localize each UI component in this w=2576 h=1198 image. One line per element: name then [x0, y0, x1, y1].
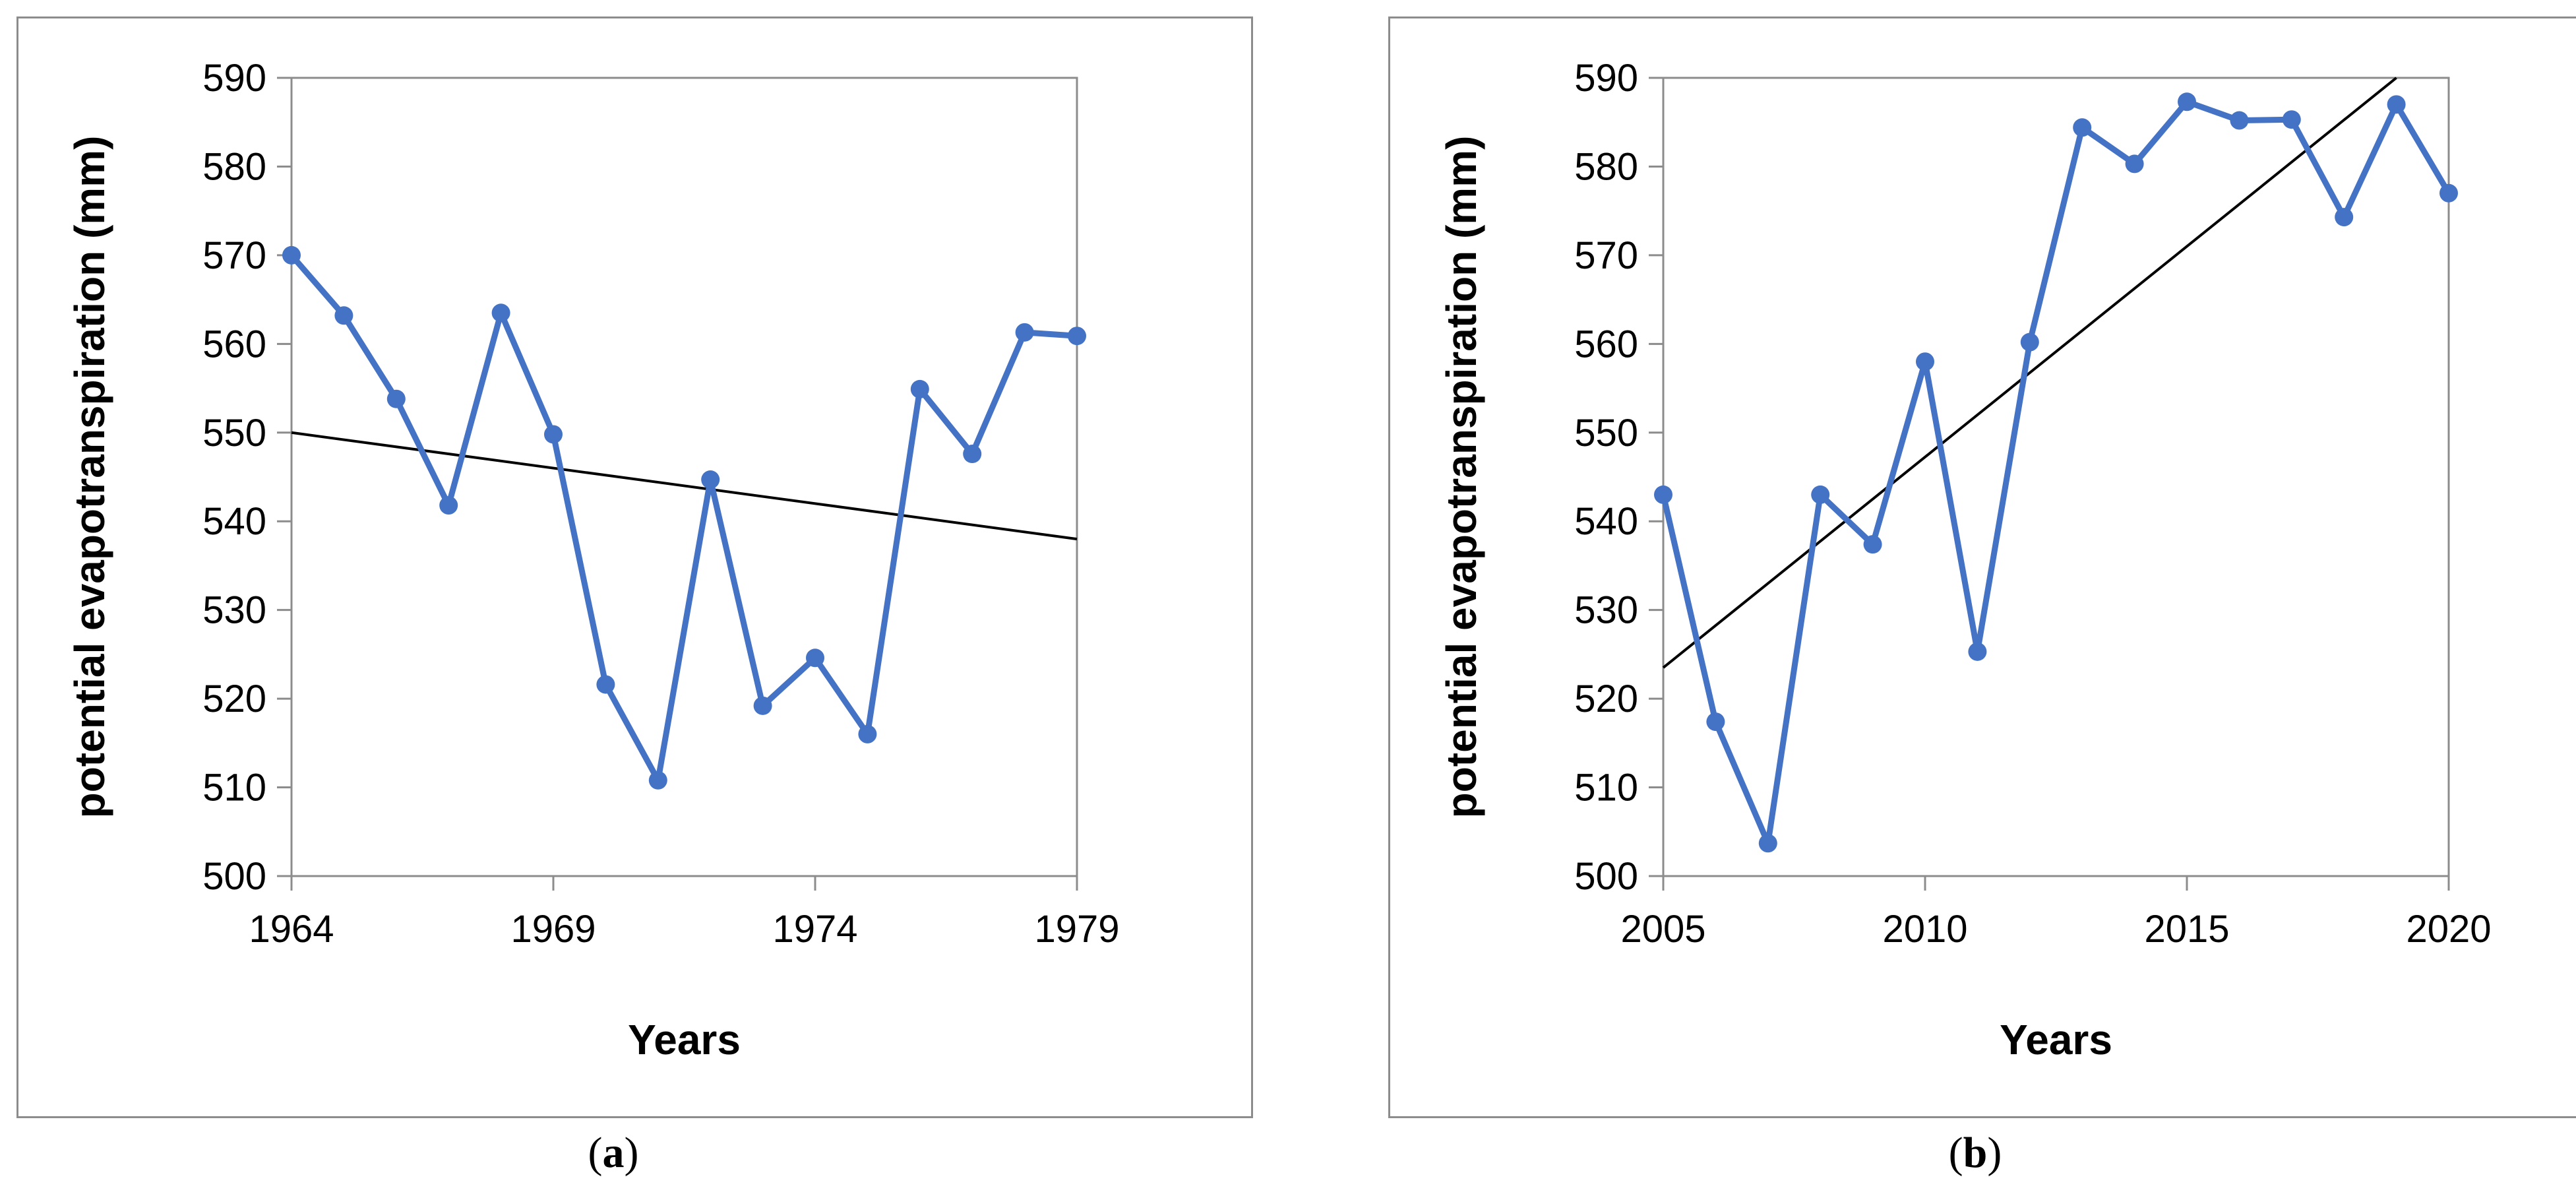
chart-b-x-axis-title: Years [2000, 1016, 2112, 1063]
chart-b-data-point [1654, 485, 1672, 504]
chart-a-data-point [386, 389, 406, 408]
chart-a-y-tick-label: 570 [202, 234, 266, 277]
chart-a-y-tick-label: 510 [202, 767, 266, 809]
chart-a-data-point [491, 303, 510, 323]
chart-a-data-point [282, 245, 301, 265]
chart-b-data-point [2282, 110, 2301, 129]
chart-b-data-point [1758, 834, 1777, 853]
chart-b-plot-frame [1662, 77, 2450, 877]
chart-b-y-tick-label: 510 [1574, 767, 1638, 809]
chart-b-x-tick-label: 2005 [1620, 908, 1705, 951]
chart-a-data-point [963, 445, 982, 464]
caption-a-letter: a [602, 1129, 625, 1177]
chart-b-x-tick-label: 2020 [2406, 908, 2491, 951]
chart-a-y-tick-label: 540 [202, 500, 266, 543]
chart-b-y-tick-label: 500 [1574, 855, 1638, 898]
chart-a-x-tick-label: 1969 [510, 908, 596, 951]
caption-b: (b) [1948, 1129, 2002, 1177]
caption-b-letter: b [1963, 1129, 1988, 1177]
caption-a: (a) [588, 1129, 639, 1177]
chart-b-y-tick-label: 570 [1574, 234, 1638, 277]
chart-a-data-point [753, 696, 772, 715]
chart-panel-a: 500 510 520 530 540 550 560 570 580 590 1964 1969 19… [16, 16, 1253, 1118]
chart-a-y-tick-label: 500 [202, 855, 266, 898]
chart-a-y-tick-label: 580 [202, 145, 266, 188]
chart-a-y-tick-label: 530 [202, 589, 266, 632]
chart-a-x-tick-label: 1964 [249, 908, 334, 951]
chart-b-y-tick-label: 550 [1574, 412, 1638, 455]
chart-b-data-point [2387, 95, 2406, 114]
chart-a-data-point [806, 648, 824, 668]
chart-b-data-point [2178, 92, 2196, 111]
chart-a-y-axis-title: potential evapotranspiration (mm) [66, 136, 113, 819]
chart-b-y-tick-label: 590 [1574, 57, 1638, 100]
chart-a-data-point [1015, 323, 1034, 342]
chart-b-trendline [1662, 77, 2397, 669]
chart-a-plot-frame [290, 77, 1078, 877]
chart-b-data-point [2230, 111, 2249, 130]
chart-a-series-line [289, 253, 1078, 784]
chart-a-x-axis-title: Years [628, 1016, 741, 1063]
chart-a-data-point [334, 306, 353, 325]
chart-b-series-line [1660, 98, 2451, 846]
chart-b-data-point [1811, 485, 1830, 504]
chart-b-data-point [2073, 118, 2092, 137]
chart-b-data-point [1706, 712, 1725, 732]
chart-a-data-point [858, 724, 877, 743]
chart-b-data-point [2439, 183, 2458, 203]
chart-a-y-tick-label: 590 [202, 57, 266, 100]
chart-a-y-tick-label: 560 [202, 323, 266, 365]
chart-a-trendline [291, 431, 1078, 541]
chart-b-data-point [2335, 208, 2354, 227]
chart-b-x-tick-label: 2015 [2144, 908, 2229, 951]
chart-a-x-tick-label: 1974 [772, 908, 857, 951]
chart-panel-b: 500 510 520 530 540 550 560 570 580 590 2005 2010 20… [1388, 16, 2576, 1118]
chart-b-x-tick-label: 2010 [1882, 908, 1967, 951]
chart-a-data-point [910, 379, 929, 398]
chart-a-x-tick-label: 1979 [1034, 908, 1119, 951]
chart-a-data-point [701, 470, 720, 489]
chart-a-y-tick-label: 550 [202, 412, 266, 455]
chart-b-y-tick-label: 560 [1574, 323, 1638, 365]
chart-a-data-point [648, 771, 667, 790]
chart-b-data-point [1968, 642, 1987, 661]
chart-a-data-point [596, 675, 615, 694]
chart-a-data-point [544, 425, 563, 444]
chart-b-y-tick-label: 520 [1574, 678, 1638, 720]
chart-a-data-point [439, 496, 458, 515]
chart-b-data-point [2125, 154, 2144, 173]
chart-b-data-point [1863, 535, 1882, 554]
chart-b-y-tick-label: 540 [1574, 500, 1638, 543]
chart-a-svg: 500 510 520 530 540 550 560 570 580 590 1964 1969 19… [66, 57, 1120, 1063]
chart-b-y-axis-title: potential evapotranspiration (mm) [1438, 136, 1485, 819]
chart-b-svg: 500 510 520 530 540 550 560 570 580 590 2005 2010 20… [1438, 57, 2492, 1063]
chart-b-data-point [2020, 332, 2039, 352]
chart-b-y-tick-label: 530 [1574, 589, 1638, 632]
chart-a-y-tick-label: 520 [202, 678, 266, 720]
chart-b-data-point [1916, 352, 1934, 371]
chart-a-data-point [1068, 327, 1086, 346]
chart-b-y-tick-label: 580 [1574, 145, 1638, 188]
